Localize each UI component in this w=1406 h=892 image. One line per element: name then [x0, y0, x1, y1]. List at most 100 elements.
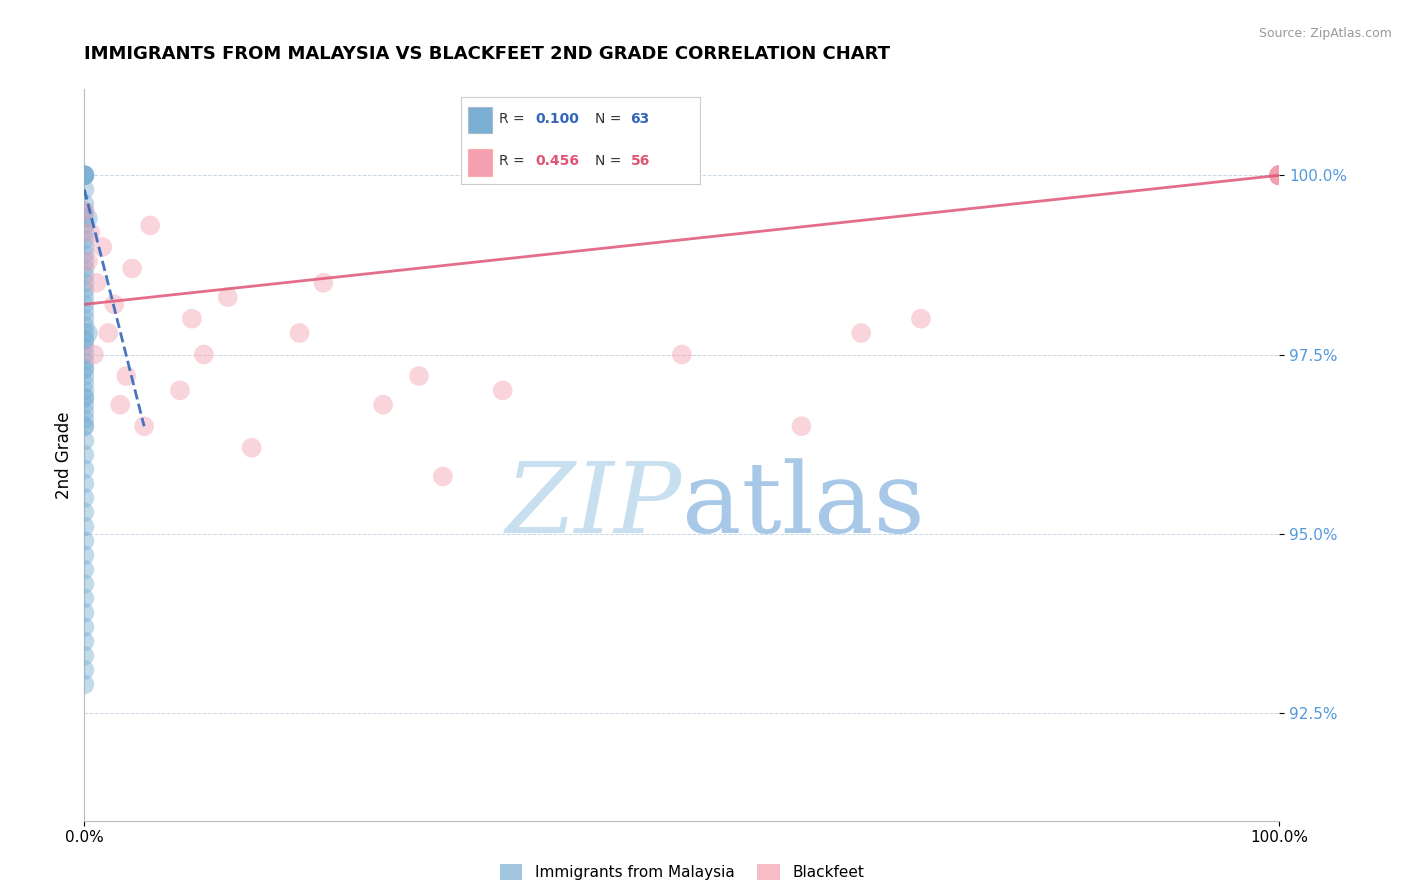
Point — [73, 168, 96, 182]
Point — [73, 663, 96, 677]
Point — [73, 505, 96, 519]
Point — [1268, 168, 1291, 182]
Point — [1268, 168, 1291, 182]
Point — [73, 168, 96, 182]
Point — [790, 419, 813, 434]
Point — [115, 369, 138, 384]
Point — [73, 318, 96, 333]
Point — [1268, 168, 1291, 182]
Point — [1268, 168, 1291, 182]
Point — [73, 577, 96, 591]
Point — [139, 219, 162, 233]
Point — [288, 326, 311, 340]
Point — [73, 419, 96, 434]
Point — [73, 476, 96, 491]
Point — [73, 290, 96, 304]
Point — [1268, 168, 1291, 182]
Point — [73, 168, 96, 182]
Point — [73, 204, 96, 219]
Point — [73, 591, 96, 606]
Point — [312, 276, 335, 290]
Point — [180, 311, 202, 326]
Point — [73, 276, 96, 290]
Point — [73, 326, 96, 340]
Point — [73, 168, 96, 182]
Point — [240, 441, 263, 455]
Point — [79, 226, 101, 240]
Point — [73, 211, 96, 226]
Point — [1268, 168, 1291, 182]
Point — [73, 533, 96, 548]
Point — [73, 620, 96, 634]
Point — [73, 491, 96, 505]
Point — [217, 290, 239, 304]
Point — [408, 369, 430, 384]
Point — [73, 549, 96, 563]
Point — [432, 469, 454, 483]
Point — [1268, 168, 1291, 182]
Point — [73, 412, 96, 426]
Point — [73, 233, 96, 247]
Text: ZIP: ZIP — [506, 458, 682, 554]
Point — [73, 419, 96, 434]
Point — [1268, 168, 1291, 182]
Point — [73, 261, 96, 276]
Point — [73, 362, 96, 376]
Point — [73, 268, 96, 283]
Point — [73, 405, 96, 419]
Point — [73, 362, 96, 376]
Point — [1268, 168, 1291, 182]
Text: atlas: atlas — [682, 458, 925, 554]
Point — [1268, 168, 1291, 182]
Point — [73, 384, 96, 398]
Point — [73, 606, 96, 620]
Point — [84, 276, 107, 290]
Point — [1268, 168, 1291, 182]
Point — [492, 384, 515, 398]
Text: IMMIGRANTS FROM MALAYSIA VS BLACKFEET 2ND GRADE CORRELATION CHART: IMMIGRANTS FROM MALAYSIA VS BLACKFEET 2N… — [84, 45, 890, 62]
Point — [1268, 168, 1291, 182]
Point — [73, 168, 96, 182]
Point — [1268, 168, 1291, 182]
Point — [73, 226, 96, 240]
Point — [1268, 168, 1291, 182]
Point — [73, 197, 96, 211]
Point — [1268, 168, 1291, 182]
Point — [1268, 168, 1291, 182]
Point — [73, 340, 96, 354]
Point — [73, 677, 96, 691]
Point — [77, 326, 100, 340]
Point — [73, 648, 96, 663]
Point — [73, 448, 96, 462]
Point — [1268, 168, 1291, 182]
Point — [73, 391, 96, 405]
Point — [1268, 168, 1291, 182]
Text: Source: ZipAtlas.com: Source: ZipAtlas.com — [1258, 27, 1392, 40]
Point — [671, 347, 693, 361]
Point — [77, 254, 100, 268]
Point — [91, 240, 114, 254]
Point — [73, 304, 96, 318]
Point — [73, 297, 96, 311]
Point — [103, 297, 125, 311]
Point — [73, 369, 96, 384]
Point — [73, 376, 96, 391]
Point — [97, 326, 120, 340]
Point — [73, 333, 96, 347]
Point — [1268, 168, 1291, 182]
Point — [1268, 168, 1291, 182]
Point — [132, 419, 156, 434]
Point — [73, 219, 96, 233]
Point — [1268, 168, 1291, 182]
Point — [1268, 168, 1291, 182]
Point — [73, 563, 96, 577]
Point — [73, 204, 96, 219]
Point — [110, 398, 132, 412]
Point — [1268, 168, 1291, 182]
Point — [73, 347, 96, 361]
Point — [73, 354, 96, 368]
Point — [169, 384, 191, 398]
Point — [910, 311, 932, 326]
Point — [83, 347, 105, 361]
Point — [73, 240, 96, 254]
